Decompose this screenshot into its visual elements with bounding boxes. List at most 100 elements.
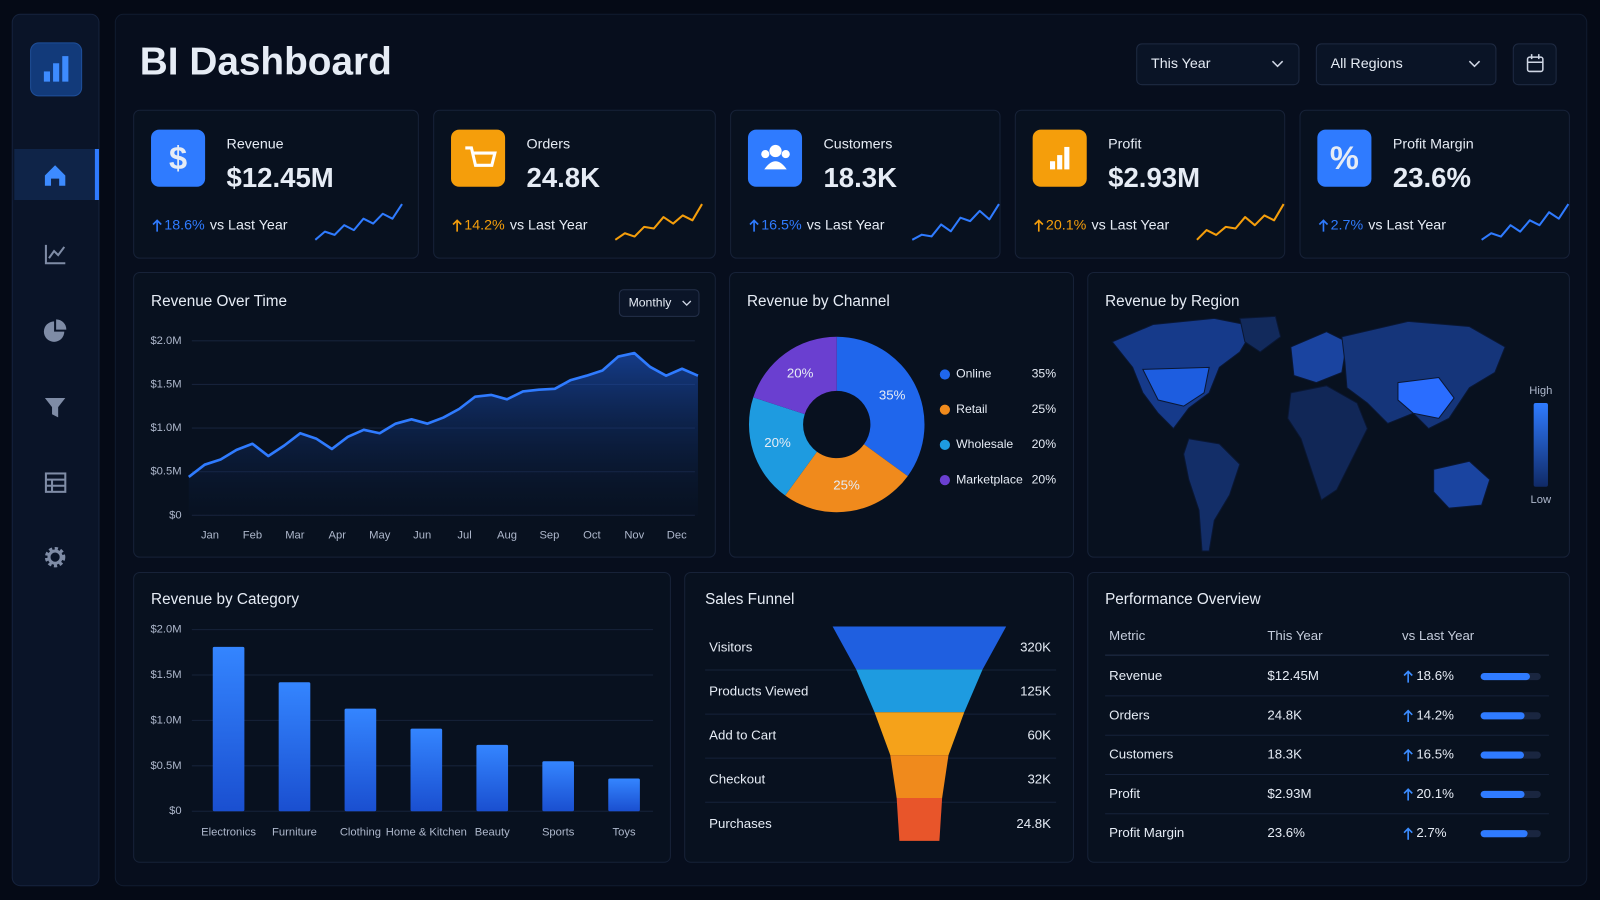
this-year: $2.93M [1267, 786, 1311, 801]
y-tick-label: $2.0M [150, 335, 181, 347]
legend-value: 20% [1032, 472, 1057, 486]
metric: Revenue [1109, 668, 1162, 683]
legend-label: Marketplace [956, 472, 1023, 486]
x-tick-label: Sports [542, 827, 575, 839]
kpi-change-line: 14.2% vs Last Year [464, 217, 588, 233]
funnel-stage [856, 669, 983, 713]
x-tick-label: Aug [497, 530, 517, 542]
kpi-change: 20.1% [1046, 217, 1087, 233]
x-tick-label: Toys [613, 827, 636, 839]
filter-region-label: All Regions [1331, 56, 1403, 72]
legend-high: High [1529, 385, 1552, 397]
nav-table[interactable] [44, 472, 67, 493]
progress-bar [1480, 790, 1525, 798]
kpi-icon-box [1317, 129, 1372, 187]
world-map [1111, 315, 1506, 552]
x-tick-label: Beauty [475, 827, 510, 839]
chart-icon [1064, 146, 1070, 170]
nav-settings[interactable] [44, 546, 66, 568]
legend-swatch [939, 404, 950, 415]
table-title: Performance Overview [1105, 591, 1262, 608]
kpi-icon-box [151, 129, 206, 187]
sparkline [911, 203, 1000, 241]
kpi-label: Profit Margin [1393, 137, 1474, 153]
up-arrow [1403, 788, 1413, 801]
up-arrow [1318, 219, 1329, 232]
legend-low: Low [1531, 494, 1552, 506]
column-header: This Year [1267, 628, 1323, 643]
up-arrow [749, 219, 759, 232]
line [187, 351, 699, 478]
kpi-icon-box [747, 129, 803, 187]
y-tick-label: $0.5M [150, 466, 181, 478]
nav-indicator [94, 148, 99, 200]
nav-analytics[interactable] [44, 244, 66, 265]
change: 2.7% [1416, 825, 1446, 840]
nav-filter[interactable] [44, 397, 66, 418]
kpi-value: 24.8K [527, 162, 601, 193]
up-arrow [1403, 827, 1413, 840]
change: 18.6% [1416, 668, 1454, 683]
sparkline [314, 203, 403, 241]
legend-label: Online [956, 367, 992, 381]
kpi-value: $12.45M [227, 162, 334, 193]
stage-label: Visitors [709, 639, 753, 654]
column-header: Metric [1109, 628, 1145, 643]
bar [344, 708, 377, 812]
filter-region[interactable] [1315, 43, 1497, 86]
metric: Profit Margin [1109, 825, 1184, 840]
sidebar [11, 13, 100, 887]
legend-value: 25% [1032, 402, 1057, 416]
legend-swatch [939, 369, 950, 380]
kpi-change-line: 16.5% vs Last Year [761, 217, 885, 233]
stage-value: 24.8K [1016, 816, 1051, 831]
y-tick-label: $0.5M [150, 760, 181, 772]
x-tick-label: Clothing [340, 827, 381, 839]
this-year: 18.3K [1267, 747, 1302, 762]
change: 14.2% [1416, 707, 1454, 722]
filter-year[interactable] [1136, 43, 1300, 86]
y-tick-label: $1.5M [150, 669, 181, 681]
x-tick-label: Mar [285, 530, 305, 542]
chart-title: Revenue by Category [151, 591, 299, 608]
slice-label: 20% [787, 366, 814, 381]
bar [476, 744, 509, 812]
kpi-value: 23.6% [1393, 162, 1471, 193]
users-icon [761, 150, 770, 159]
legend-label: Wholesale [956, 437, 1013, 451]
kpi-value: 18.3K [823, 162, 897, 193]
page-title: BI Dashboard [140, 41, 392, 84]
calendar-button[interactable] [1512, 43, 1557, 86]
x-tick-label: Dec [667, 530, 687, 542]
chart-icon [1057, 155, 1063, 170]
chevron [1468, 60, 1481, 68]
x-tick-label: Jun [413, 530, 431, 542]
calendar-icon [1526, 54, 1544, 73]
kpi-compare: vs Last Year [1091, 217, 1169, 233]
chart-title: Sales Funnel [705, 591, 794, 608]
y-tick-label: $1.0M [150, 714, 181, 726]
stage-value: 32K [1027, 772, 1051, 787]
x-tick-label: Jan [201, 530, 219, 542]
donut-slice [785, 444, 908, 513]
nav-home[interactable] [44, 165, 66, 186]
this-year: 24.8K [1267, 707, 1302, 722]
kpi-change-line: 18.6% vs Last Year [164, 217, 288, 233]
chevron [682, 300, 692, 307]
area [188, 353, 698, 516]
nav-pie[interactable] [43, 319, 67, 342]
kpi-compare: vs Last Year [807, 217, 885, 233]
kpi-change: 16.5% [761, 217, 802, 233]
legend-swatch [939, 475, 950, 486]
period-dropdown[interactable] [618, 289, 700, 317]
chart-title: Revenue by Region [1105, 293, 1239, 310]
cart-icon [465, 146, 497, 167]
donut-slice [836, 336, 925, 477]
y-tick-label: $2.0M [150, 624, 181, 636]
kpi-icon: % [1330, 139, 1359, 176]
bar [410, 728, 443, 812]
funnel-stage [890, 755, 949, 798]
kpi-change: 2.7% [1331, 217, 1364, 233]
chart-title: Revenue by Channel [747, 293, 890, 310]
